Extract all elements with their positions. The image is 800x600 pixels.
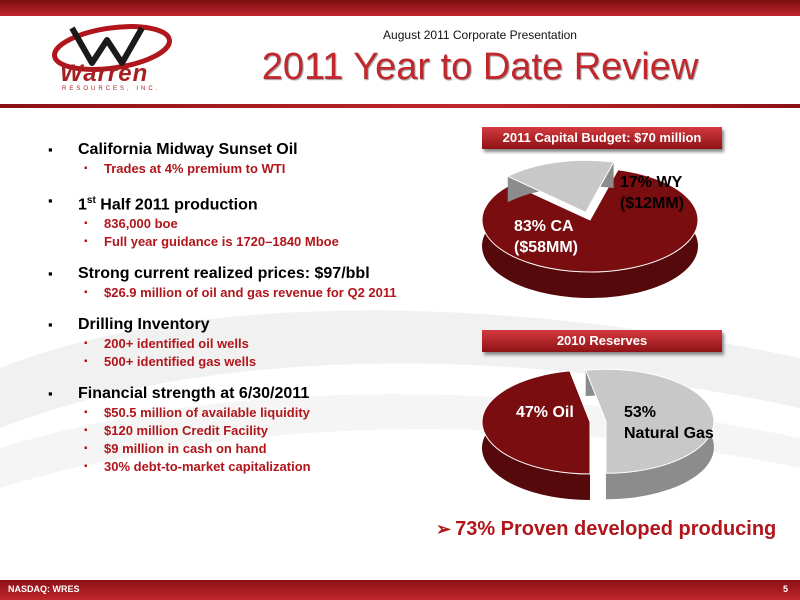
bullet-text-sup: st xyxy=(86,195,96,206)
pie-label-wy: 17% WY ($12MM) xyxy=(620,172,684,214)
bullet-secondary: 200+ identified oil wells xyxy=(46,335,476,353)
footer-bar: NASDAQ: WRES 5 xyxy=(0,580,800,600)
pie-slice xyxy=(584,368,715,474)
bullet-primary: California Midway Sunset Oil xyxy=(46,140,476,160)
bullet-group: Financial strength at 6/30/2011 $50.5 mi… xyxy=(46,384,476,476)
page-title: 2011 Year to Date Review xyxy=(261,46,699,88)
bullet-primary: Strong current realized prices: $97/bbl xyxy=(46,264,476,284)
bullet-secondary: $9 million in cash on hand xyxy=(46,440,476,458)
bullet-secondary: 30% debt-to-market capitalization xyxy=(46,458,476,476)
proven-developed-callout: ➢ 73% Proven developed producing xyxy=(436,518,776,541)
bullet-secondary: 500+ identified gas wells xyxy=(46,353,476,371)
bullet-primary: 1st Half 2011 production xyxy=(46,191,476,215)
pie-label-oil: 47% Oil xyxy=(516,402,574,423)
header-divider xyxy=(0,104,800,108)
bullet-list: California Midway Sunset Oil Trades at 4… xyxy=(46,140,476,489)
pie-label-gas: 53% Natural Gas xyxy=(624,402,714,444)
reserves-pie-svg xyxy=(481,368,715,500)
presentation-label: August 2011 Corporate Presentation xyxy=(383,28,577,42)
bullet-primary: Financial strength at 6/30/2011 xyxy=(46,384,476,404)
pie-slice xyxy=(481,370,591,475)
bullet-secondary: Trades at 4% premium to WTI xyxy=(46,160,476,178)
capital-budget-title: 2011 Capital Budget: $70 million xyxy=(482,127,722,149)
bullet-secondary: Full year guidance is 1720–1840 Mboe xyxy=(46,233,476,251)
top-band xyxy=(0,0,800,16)
bullet-secondary: $120 million Credit Facility xyxy=(46,422,476,440)
bullet-group: 1st Half 2011 production 836,000 boe Ful… xyxy=(46,191,476,251)
reserves-title: 2010 Reserves xyxy=(482,330,722,352)
pie-slice-side xyxy=(482,169,698,298)
pie-label-line: 53% xyxy=(624,404,657,421)
bullet-primary: Drilling Inventory xyxy=(46,315,476,335)
capital-budget-pie-svg xyxy=(481,159,699,298)
bullet-text-part: 1 xyxy=(78,196,87,214)
pie-label-ca: 83% CA ($58MM) xyxy=(514,216,578,258)
pie-label-line: 83% CA xyxy=(514,218,574,235)
logo-wordmark: Warren xyxy=(60,60,149,87)
ticker-label: NASDAQ: WRES xyxy=(8,584,80,594)
pie-label-line: 47% Oil xyxy=(516,404,574,421)
pie-label-line: Natural Gas xyxy=(624,425,714,442)
logo-subtitle: RESOURCES, INC. xyxy=(62,86,161,92)
reserves-pie-chart: 47% Oil 53% Natural Gas xyxy=(470,352,800,527)
arrow-bullet-icon: ➢ xyxy=(436,519,452,539)
bullet-text-part: Half 2011 production xyxy=(95,196,258,214)
pie-slice xyxy=(506,159,615,213)
bullet-group: Strong current realized prices: $97/bbl … xyxy=(46,264,476,302)
bullet-secondary: $50.5 million of available liquidity xyxy=(46,404,476,422)
bullet-secondary: 836,000 boe xyxy=(46,215,476,233)
capital-budget-pie-chart: 83% CA ($58MM) 17% WY ($12MM) xyxy=(470,150,800,325)
warren-logo-mark xyxy=(51,24,172,72)
bullet-secondary: $26.9 million of oil and gas revenue for… xyxy=(46,284,476,302)
bullet-group: California Midway Sunset Oil Trades at 4… xyxy=(46,140,476,178)
header-area xyxy=(0,16,800,104)
pie-label-line: ($58MM) xyxy=(514,239,579,256)
pie-label-line: 17% WY xyxy=(620,174,683,191)
callout-text: 73% Proven developed producing xyxy=(455,518,777,540)
pie-label-line: ($12MM) xyxy=(620,195,685,212)
pie-slice xyxy=(481,169,699,273)
page-number: 5 xyxy=(782,584,788,594)
bullet-group: Drilling Inventory 200+ identified oil w… xyxy=(46,315,476,371)
